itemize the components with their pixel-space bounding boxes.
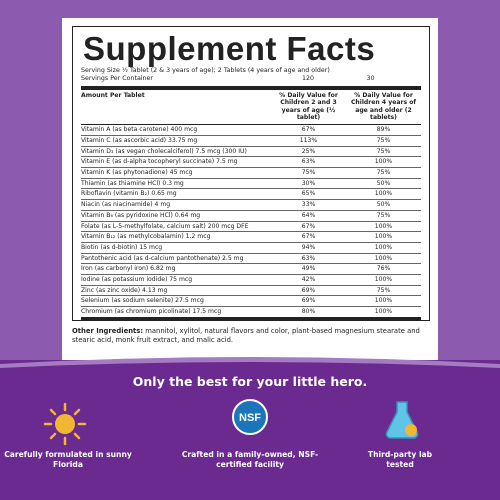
serving-size: Serving Size ½ Tablet (2 & 3 years of ag… — [81, 67, 330, 74]
cell: Thiamin (as thiamine HCl) 0.3 mg — [81, 179, 184, 187]
nsf-icon: NSF — [232, 399, 268, 435]
feature: Third-party lab tested — [367, 450, 433, 469]
table-row: Vitamin B₆ (as pyridoxine HCl) 0.64 mg 64… — [81, 209, 421, 221]
cell: Folate (as L-5-methylfolate, calcium sal… — [81, 222, 249, 230]
cell: Pantothenic acid (as d-calcium pantothen… — [81, 254, 244, 262]
cell: 63% — [301, 158, 316, 166]
cell: Zinc (as zinc oxide) 4.13 mg — [81, 286, 168, 294]
table-row: Vitamin B₁₂ (as methylcobalamin) 1.2 mcg… — [81, 231, 421, 242]
cell: 75% — [376, 169, 391, 176]
cell: 67% — [301, 126, 316, 134]
cell: Vitamin A (as beta carotene) 400 mcg — [81, 126, 198, 134]
cell: 75% — [301, 169, 316, 176]
supplement-facts: Supplement Facts Serving Size ½ Tablet (… — [72, 26, 430, 321]
cell: Vitamin K (as phytonadione) 45 mcg — [81, 169, 193, 176]
cell: 30% — [301, 179, 316, 187]
cell: 75% — [376, 286, 391, 294]
cell: Iodine (as potassium iodide) 75 mcg — [81, 276, 193, 284]
servings-label: Servings Per Container — [81, 75, 154, 82]
wave — [0, 357, 500, 372]
cell: 69% — [301, 286, 316, 294]
table-row: Vitamin K (as phytonadione) 45 mcg 75% 75% — [81, 167, 421, 178]
cell: 100% — [374, 297, 393, 305]
cell: 69% — [301, 297, 316, 305]
cell: 50% — [376, 201, 391, 209]
column-header: % Daily Value for Children 4 years of ag… — [350, 92, 417, 121]
cell: 65% — [301, 190, 316, 198]
table-row: Pantothenic acid (as d-calcium pantothen… — [81, 252, 421, 264]
cell: 75% — [376, 136, 391, 144]
cell: Chromium (as chromium picolinate) 17.5 m… — [81, 308, 222, 316]
cell: 25% — [301, 147, 316, 155]
table-row: Vitamin C (as ascorbic acid) 33.75 mg 113… — [81, 134, 421, 146]
cell: 49% — [301, 265, 316, 273]
other-ingredients: Other Ingredients: mannitol, xylitol, na… — [72, 327, 432, 345]
cell: 63% — [301, 254, 316, 262]
cell: Vitamin B₆ (as pyridoxine HCl) 0.64 mg — [81, 211, 201, 219]
cell: 100% — [374, 190, 393, 198]
cell: 76% — [376, 265, 391, 273]
cell: Niacin (as niacinamide) 4 mg — [81, 201, 171, 209]
table-row: Folate (as L-5-methylfolate, calcium sal… — [81, 220, 421, 232]
cell: 94% — [301, 243, 316, 251]
servings: 30 — [366, 75, 375, 82]
nsf-logo: NSF — [239, 412, 261, 424]
table-row: Zinc (as zinc oxide) 4.13 mg 69% 75% — [81, 284, 421, 296]
cell: Selenium (as sodium selenite) 27.5 mcg — [81, 297, 204, 305]
cell: 75% — [376, 147, 391, 155]
feature: Carefully formulated in sunny Florida — [4, 450, 132, 469]
cell: 100% — [374, 233, 393, 241]
cell: 50% — [376, 179, 391, 187]
rule — [81, 316, 421, 321]
table-row: Vitamin A (as beta carotene) 400 mcg 67% 8… — [81, 124, 421, 135]
tagline: Only the best for your little hero. — [132, 374, 368, 389]
cell: Vitamin C (as ascorbic acid) 33.75 mg — [81, 136, 198, 144]
cell: 75% — [376, 211, 391, 219]
table-body: Vitamin A (as beta carotene) 400 mcg 67% 8… — [81, 124, 421, 317]
cell: 67% — [301, 233, 316, 241]
cell: Biotin (as d-biotin) 15 mcg — [81, 243, 163, 251]
column-header: Amount Per Tablet — [81, 92, 145, 99]
table-row: Niacin (as niacinamide) 4 mg 33% 50% — [81, 199, 421, 210]
feature: Crafted in a family-owned, NSF-certified… — [181, 450, 319, 469]
sun-icon — [43, 402, 87, 446]
table-row: Chromium (as chromium picolinate) 17.5 m… — [81, 306, 421, 317]
cell: 64% — [301, 211, 316, 219]
flask-icon — [385, 401, 419, 439]
cell: Vitamin D₃ (as vegan cholecalciferol) 7.… — [81, 147, 247, 155]
table-header: Amount Per Tablet % Daily Value for Chil… — [81, 86, 421, 124]
cell: 100% — [374, 158, 393, 166]
cell: 100% — [374, 243, 393, 251]
column-header: % Daily Value for Children 2 and 3 years… — [279, 92, 338, 121]
cell: 100% — [374, 308, 393, 316]
table-row: Vitamin E (as d-alpha tocopheryl succina… — [81, 156, 421, 167]
table-row: Vitamin D₃ (as vegan cholecalciferol) 7.… — [81, 145, 421, 157]
cell: 89% — [376, 126, 391, 134]
cell: 80% — [301, 308, 316, 316]
cell: Vitamin B₁₂ (as methylcobalamin) 1.2 mcg — [81, 233, 211, 241]
table-row: Iodine (as potassium iodide) 75 mcg 42% 10… — [81, 274, 421, 285]
cell: 113% — [299, 136, 318, 144]
cell: 100% — [374, 254, 393, 262]
cell: Riboflavin (vitamin B₂) 0.65 mg — [81, 190, 177, 198]
table-row: Iron (as carbonyl iron) 6.82 mg 49% 76% — [81, 263, 421, 274]
table-row: Thiamin (as thiamine HCl) 0.3 mg 30% 50% — [81, 177, 421, 189]
cell: Vitamin E (as d-alpha tocopheryl succina… — [81, 158, 238, 166]
cell: 33% — [301, 201, 316, 209]
servings-row: Servings Per Container 120 30 — [81, 75, 421, 83]
table-row: Biotin (as d-biotin) 15 mcg 94% 100% — [81, 241, 421, 253]
table-row: Riboflavin (vitamin B₂) 0.65 mg 65% 100% — [81, 188, 421, 199]
table-row: Selenium (as sodium selenite) 27.5 mcg 69… — [81, 295, 421, 306]
text: mannitol, xylitol, natural flavors and c… — [72, 327, 420, 344]
cell: Iron (as carbonyl iron) 6.82 mg — [81, 265, 176, 273]
cell: 100% — [374, 222, 393, 230]
title: Supplement Facts — [83, 30, 376, 67]
cell: 42% — [301, 276, 316, 284]
servings: 120 — [302, 75, 315, 82]
label: Other Ingredients: — [72, 327, 144, 335]
cell: 67% — [301, 222, 316, 230]
cell: 100% — [374, 276, 393, 284]
